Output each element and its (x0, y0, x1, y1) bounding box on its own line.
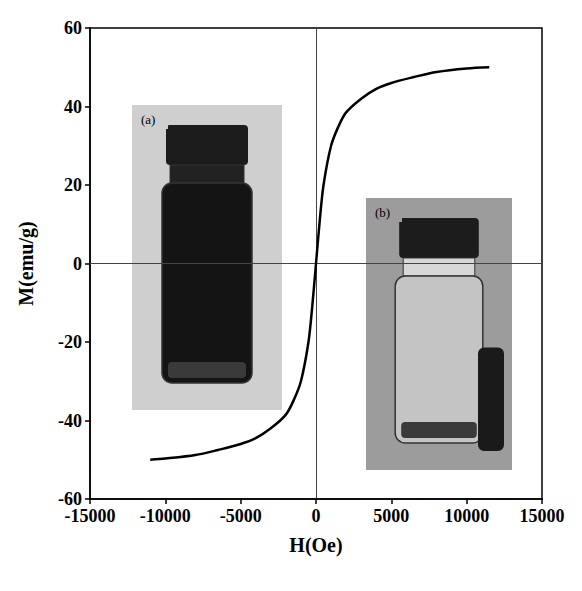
svg-text:H(Oe): H(Oe) (289, 534, 342, 557)
svg-text:-20: -20 (58, 332, 82, 352)
svg-text:-15000: -15000 (65, 506, 116, 526)
svg-text:15000: 15000 (520, 506, 565, 526)
svg-text:40: 40 (64, 97, 82, 117)
svg-text:0: 0 (312, 506, 321, 526)
svg-text:-10000: -10000 (140, 506, 191, 526)
svg-text:20: 20 (64, 175, 82, 195)
svg-text:5000: 5000 (373, 506, 409, 526)
svg-text:-60: -60 (58, 489, 82, 509)
svg-text:-40: -40 (58, 411, 82, 431)
svg-text:10000: 10000 (444, 506, 489, 526)
svg-text:(a): (a) (141, 112, 155, 127)
svg-text:-5000: -5000 (220, 506, 262, 526)
svg-text:0: 0 (73, 254, 82, 274)
svg-text:60: 60 (64, 18, 82, 38)
svg-text:(b): (b) (375, 205, 390, 220)
svg-text:M(emu/g): M(emu/g) (15, 221, 38, 305)
